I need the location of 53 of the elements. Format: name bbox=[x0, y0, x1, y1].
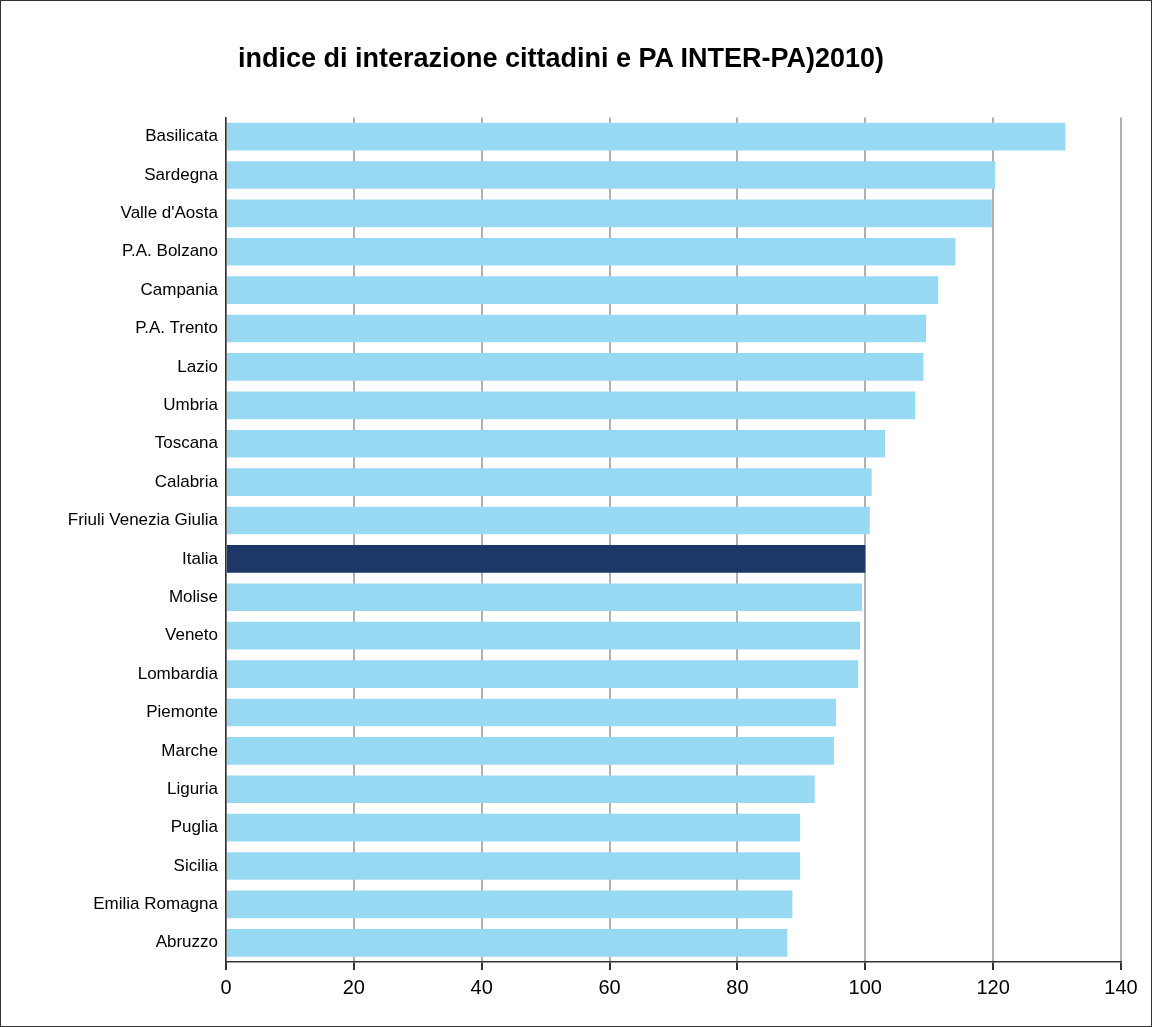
y-tick-label: Valle d'Aosta bbox=[120, 203, 219, 223]
y-tick-label: Molise bbox=[168, 586, 218, 606]
y-tick-label: Sardegna bbox=[144, 164, 219, 184]
x-tick-label: 100 bbox=[848, 975, 882, 998]
x-tick-label: 20 bbox=[342, 975, 365, 998]
bar bbox=[227, 122, 1066, 151]
y-tick-label: Calabria bbox=[154, 471, 219, 491]
y-tick-label: Piemonte bbox=[146, 702, 218, 722]
bar bbox=[227, 583, 863, 612]
bar bbox=[227, 353, 924, 381]
bar bbox=[227, 506, 870, 535]
bar bbox=[227, 775, 815, 804]
x-tick-label: 80 bbox=[726, 975, 749, 998]
bar bbox=[227, 468, 872, 496]
bar bbox=[227, 314, 927, 343]
y-tick-label: P.A. Bolzano bbox=[121, 241, 218, 261]
bar bbox=[227, 161, 996, 189]
bar bbox=[227, 545, 866, 573]
y-tick-label: Abruzzo bbox=[155, 932, 218, 952]
y-tick-label: Toscana bbox=[154, 433, 219, 453]
bar bbox=[227, 276, 939, 304]
y-tick-label: P.A. Trento bbox=[135, 318, 218, 338]
bar bbox=[227, 813, 801, 842]
bar bbox=[227, 621, 861, 650]
y-tick-label: Umbria bbox=[163, 395, 219, 415]
bar bbox=[227, 852, 801, 880]
y-tick-label: Italia bbox=[182, 548, 219, 568]
y-tick-label: Emilia Romagna bbox=[93, 894, 219, 914]
bar bbox=[227, 199, 992, 228]
y-tick-label: Lazio bbox=[177, 356, 218, 376]
y-tick-label: Puglia bbox=[170, 817, 219, 837]
y-tick-label: Basilicata bbox=[145, 126, 219, 146]
bar bbox=[227, 928, 788, 957]
bar bbox=[227, 698, 836, 727]
bar bbox=[227, 660, 859, 688]
y-tick-label: Campania bbox=[140, 279, 219, 299]
y-tick-label: Lombardia bbox=[137, 663, 219, 683]
y-tick-label: Sicilia bbox=[173, 855, 219, 875]
chart-title: indice di interazione cittadini e PA INTER-PA)2010) bbox=[237, 42, 885, 73]
x-tick-label: 120 bbox=[976, 975, 1010, 998]
bar bbox=[227, 237, 956, 266]
x-tick-label: 60 bbox=[598, 975, 621, 998]
bar bbox=[227, 391, 916, 420]
x-tick-label: 140 bbox=[1104, 975, 1138, 998]
x-tick-label: 40 bbox=[470, 975, 493, 998]
y-tick-label: Liguria bbox=[166, 778, 219, 798]
bar bbox=[227, 890, 793, 919]
x-tick-label: 0 bbox=[220, 975, 232, 998]
bar bbox=[227, 429, 886, 458]
bar bbox=[227, 737, 834, 765]
y-tick-label: Marche bbox=[161, 740, 218, 760]
y-tick-label: Friuli Venezia Giulia bbox=[67, 510, 219, 530]
y-tick-label: Veneto bbox=[165, 625, 218, 645]
